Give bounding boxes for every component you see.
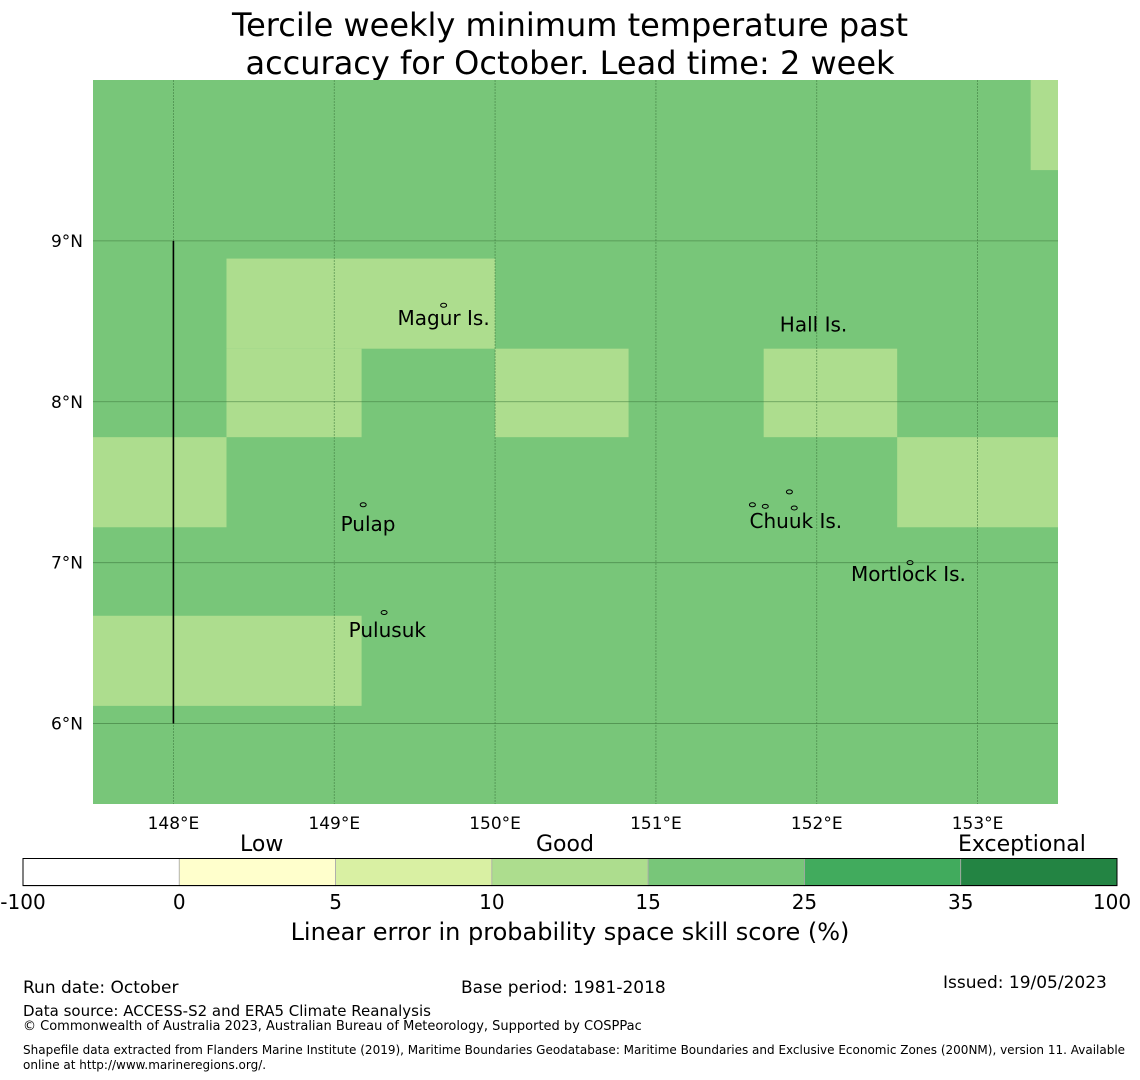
colorbar-tick-6: 35 — [947, 890, 974, 914]
lat-tick-label-0: 9°N — [51, 232, 83, 252]
colorbar-segment-1 — [178, 858, 336, 887]
place-label-4: Mortlock Is. — [851, 562, 966, 586]
island-outline-0-0 — [440, 302, 448, 308]
colorbar-tick-3: 10 — [479, 890, 505, 914]
lat-tick-label-3: 6°N — [51, 715, 83, 735]
colorbar-label: Linear error in probability space skill … — [290, 918, 850, 946]
colorbar-segment-6 — [960, 858, 1118, 887]
colorbar-tick-5: 25 — [791, 890, 818, 914]
lon-tick-label-3: 151°E — [630, 814, 682, 834]
colorbar-segment-2 — [335, 858, 493, 887]
copyright: © Commonwealth of Australia 2023, Austra… — [23, 1019, 642, 1034]
skill-cell-2 — [226, 348, 362, 438]
map-title: Tercile weekly minimum temperature past … — [0, 6, 1140, 82]
place-label-3: Chuuk Is. — [750, 509, 843, 533]
map-title-line1: Tercile weekly minimum temperature past — [231, 6, 909, 44]
lat-tick-label-1: 8°N — [51, 393, 83, 413]
skill-cell-3 — [495, 348, 629, 438]
skill-cell-1 — [226, 258, 496, 349]
island-outline-4-0 — [906, 560, 914, 566]
category-low: Low — [240, 832, 284, 857]
lon-tick-label-4: 152°E — [791, 814, 843, 834]
place-label-5: Pulusuk — [349, 618, 427, 642]
base-period: Base period: 1981-2018 — [461, 978, 666, 998]
skill-cell-5 — [93, 437, 227, 528]
colorbar-tick-1: 0 — [172, 890, 186, 914]
place-label-0: Magur Is. — [398, 306, 490, 330]
colorbar-tick-2: 5 — [329, 890, 342, 914]
lat-tick-label-2: 7°N — [51, 554, 83, 574]
island-outline-5-0 — [380, 610, 388, 616]
run-date: Run date: October — [23, 978, 179, 998]
map-title-line2: accuracy for October. Lead time: 2 week — [245, 44, 895, 82]
category-good: Good — [536, 832, 594, 857]
colorbar-segment-0 — [22, 858, 180, 887]
skill-cell-7 — [93, 615, 362, 706]
island-outline-2-0 — [359, 502, 367, 508]
skill-score-map: 148°E 149°E 150°E 151°E 152°E 153°E 9°N 8°N 7°N 6… — [51, 80, 1058, 834]
island-outline-3-1 — [761, 503, 769, 509]
skill-cell-4 — [763, 348, 898, 438]
lon-tick-label-1: 149°E — [308, 814, 360, 834]
colorbar — [22, 858, 1118, 887]
place-label-1: Hall Is. — [780, 313, 847, 337]
category-exceptional: Exceptional — [958, 832, 1086, 857]
lon-tick-label-0: 148°E — [148, 814, 200, 834]
colorbar-segment-3 — [491, 858, 649, 887]
colorbar-border — [22, 858, 1118, 886]
shapefile-credit: Shapefile data extracted from Flanders M… — [23, 1043, 1126, 1072]
colorbar-tick-4: 15 — [635, 890, 661, 914]
data-source: Data source: ACCESS-S2 and ERA5 Climate … — [23, 1002, 431, 1020]
island-outline-3-2 — [785, 489, 793, 495]
lon-tick-label-5: 153°E — [952, 814, 1004, 834]
lon-tick-label-2: 150°E — [469, 814, 521, 834]
colorbar-segment-5 — [804, 858, 962, 887]
colorbar-tick-7: 100 — [1092, 890, 1132, 914]
island-outline-3-0 — [748, 502, 756, 508]
issued-date: Issued: 19/05/2023 — [943, 973, 1107, 993]
skill-cell-0 — [1030, 80, 1058, 171]
colorbar-segment-4 — [647, 858, 805, 887]
colorbar-tick-0: -100 — [0, 890, 46, 914]
place-label-2: Pulap — [341, 512, 396, 536]
island-outline-3-3 — [790, 505, 798, 511]
